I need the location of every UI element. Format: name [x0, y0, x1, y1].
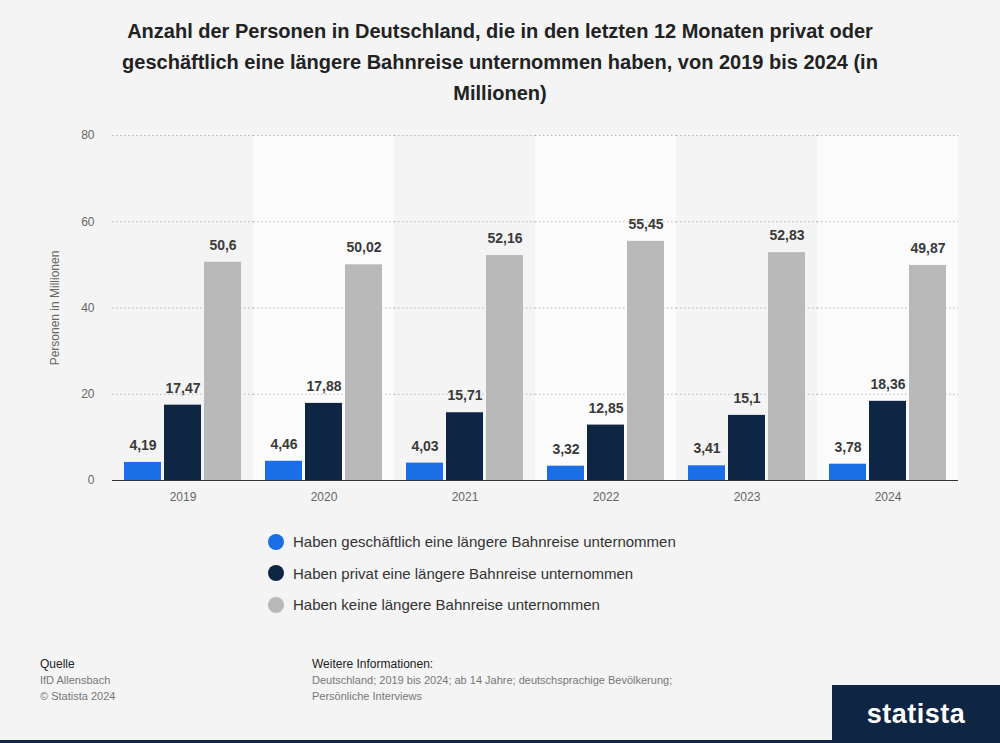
svg-text:52,83: 52,83 — [769, 227, 804, 243]
svg-text:2024: 2024 — [875, 490, 902, 504]
svg-text:2022: 2022 — [593, 490, 620, 504]
svg-text:4,03: 4,03 — [411, 438, 438, 454]
svg-text:4,19: 4,19 — [129, 437, 156, 453]
html-text:Deutschland; 2019 bis 2024; ab: Deutschland; 2019 bis 2024; ab 14 Jahre;… — [312, 674, 673, 702]
svg-text:15,71: 15,71 — [447, 387, 482, 403]
html-text:Quelle: Quelle — [40, 657, 75, 671]
svg-text:50,02: 50,02 — [346, 239, 381, 255]
html-text:Weitere Informationen:: Weitere Informationen: — [312, 657, 434, 671]
svg-text:40: 40 — [81, 301, 95, 315]
svg-text:2019: 2019 — [170, 490, 197, 504]
svg-text:12,85: 12,85 — [588, 400, 623, 416]
html-text:© Statista 2024: © Statista 2024 — [40, 690, 116, 702]
svg-text:2020: 2020 — [311, 490, 338, 504]
svg-text:20: 20 — [81, 387, 95, 401]
svg-text:4,46: 4,46 — [270, 436, 297, 452]
html-text:Haben keine längere Bahnreise: Haben keine längere Bahnreise unternomme… — [293, 596, 600, 614]
svg-text:3,32: 3,32 — [552, 441, 579, 457]
svg-text:17,47: 17,47 — [165, 380, 200, 396]
html-text:Haben geschäftlich eine länger: Haben geschäftlich eine längere Bahnreis… — [293, 533, 676, 551]
svg-text:0: 0 — [88, 473, 95, 487]
svg-text:3,78: 3,78 — [834, 439, 861, 455]
svg-text:18,36: 18,36 — [870, 376, 905, 392]
svg-text:55,45: 55,45 — [628, 216, 663, 232]
html-text:Anzahl der Personen in Deutsch: Anzahl der Personen in Deutschland, die … — [122, 20, 878, 104]
svg-text:80: 80 — [81, 128, 95, 142]
svg-text:15,1: 15,1 — [733, 390, 760, 406]
svg-text:50,6: 50,6 — [209, 237, 236, 253]
svg-text:2023: 2023 — [734, 490, 761, 504]
html-text:IfD Allensbach: IfD Allensbach — [40, 674, 111, 686]
svg-text:2021: 2021 — [452, 490, 479, 504]
svg-text:3,41: 3,41 — [693, 440, 720, 456]
html-text:statista: statista — [866, 698, 966, 729]
svg-text:60: 60 — [81, 215, 95, 229]
svg-text:17,88: 17,88 — [306, 378, 341, 394]
svg-text:49,87: 49,87 — [910, 240, 945, 256]
svg-text:Personen in Millionen: Personen in Millionen — [48, 251, 62, 366]
svg-text:52,16: 52,16 — [487, 230, 522, 246]
html-text:Haben privat eine längere Bahn: Haben privat eine längere Bahnreise unte… — [293, 564, 634, 582]
